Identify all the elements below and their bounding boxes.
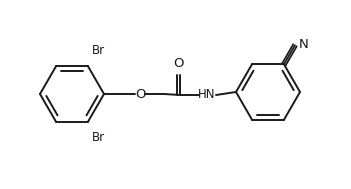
Text: HN: HN (198, 88, 216, 101)
Text: O: O (173, 57, 184, 70)
Text: Br: Br (92, 44, 105, 57)
Text: O: O (135, 88, 145, 101)
Text: N: N (299, 38, 309, 51)
Text: Br: Br (92, 131, 105, 144)
